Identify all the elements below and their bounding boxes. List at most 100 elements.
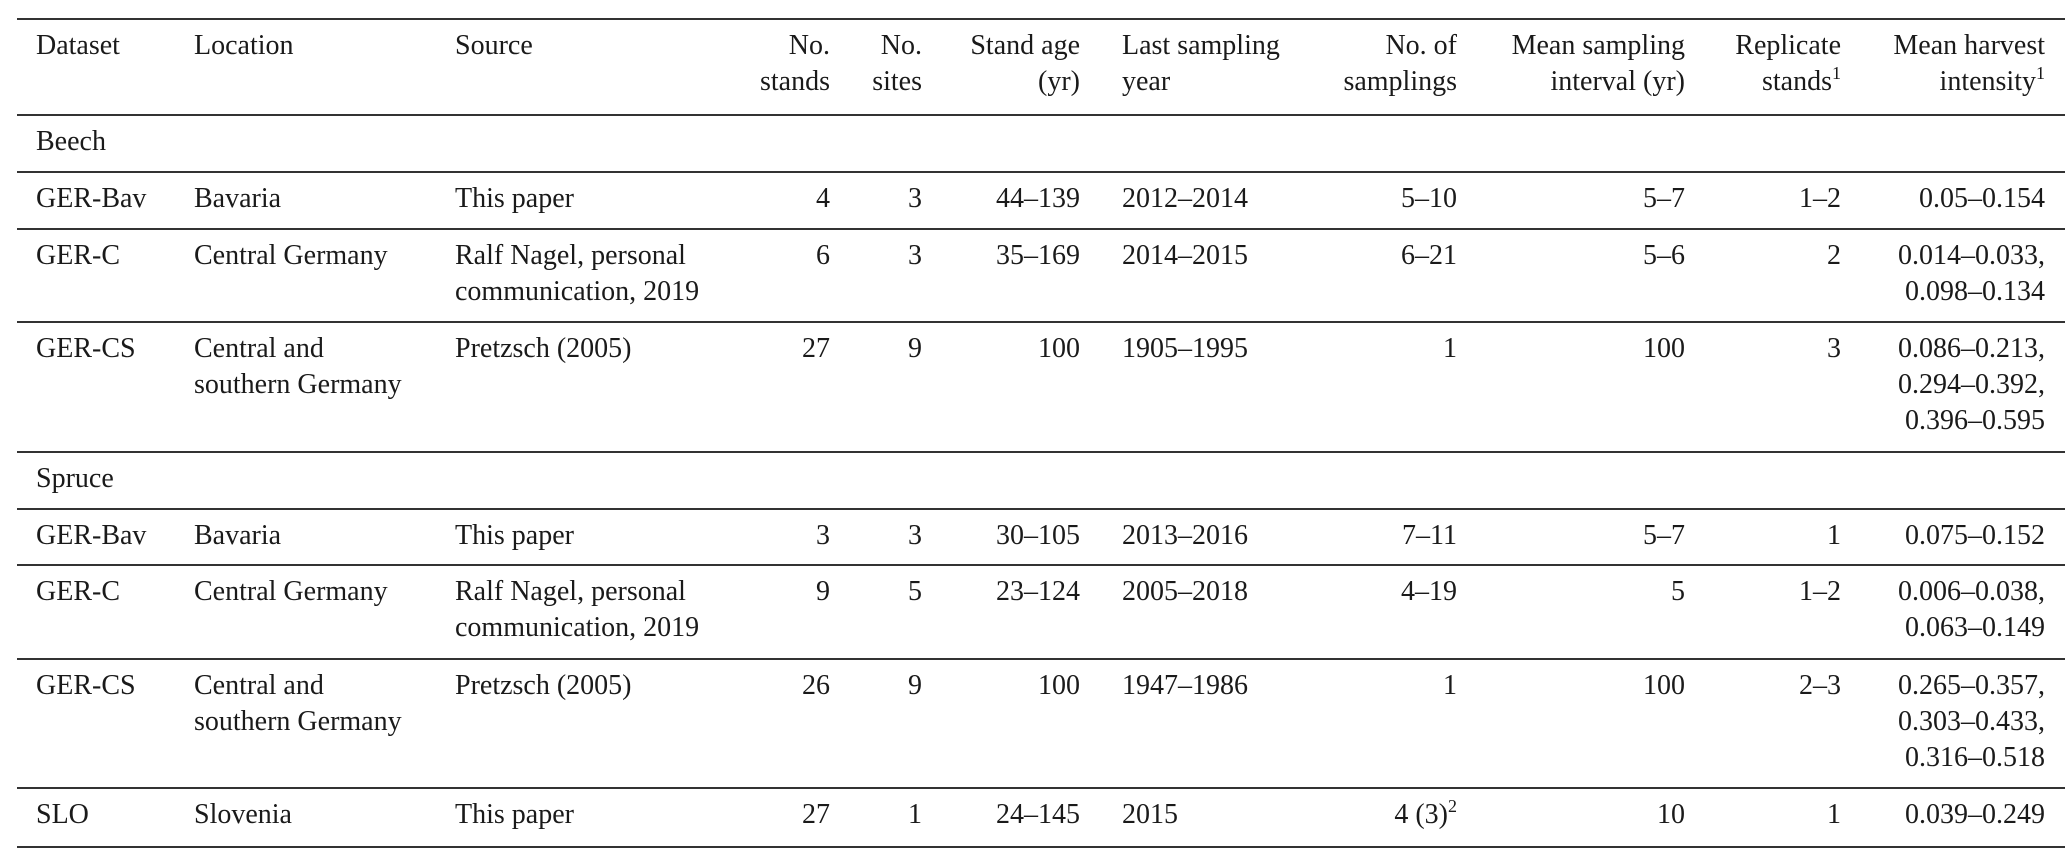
cell-text: year	[1122, 64, 1280, 100]
cell-text: 1–2	[1799, 574, 1841, 610]
cell-text-line: Pretzsch (2005)	[455, 333, 632, 364]
cell-text: Bavaria	[194, 181, 281, 217]
cell-text: 5–7	[1643, 181, 1685, 217]
cell-text: 0.303–0.433,	[1898, 704, 2045, 740]
cell-text: 0.014–0.033,	[1898, 238, 2045, 274]
cell-replicate-stands: 1–2	[1799, 574, 1841, 610]
cell-text-line: GER-Bav	[36, 183, 147, 214]
cell-text: 1	[1827, 518, 1841, 554]
cell-text: No. of	[1343, 28, 1457, 64]
cell-dataset: GER-Bav	[36, 181, 146, 217]
cell-text-line: 3	[908, 240, 922, 271]
cell-text: 0.396–0.595	[1898, 403, 2045, 439]
cell-text-line: Slovenia	[194, 799, 292, 830]
cell-text: Ralf Nagel, personal	[455, 574, 699, 610]
cell-text: interval (yr)	[1512, 64, 1686, 100]
cell-text: intensity1	[1893, 64, 2045, 100]
cell-text-line: 3	[816, 520, 830, 551]
cell-no-samplings: 6–21	[1401, 238, 1457, 274]
cell-text-line: 4	[816, 183, 830, 214]
cell-text-line: 2015	[1122, 799, 1178, 830]
cell-text: 1	[1827, 797, 1841, 833]
cell-text: 5–7	[1643, 518, 1685, 554]
cell-text: Pretzsch (2005)	[455, 668, 632, 704]
cell-text-line: 4 (3)	[1394, 799, 1448, 830]
cell-text-line: 0.294–0.392,	[1898, 369, 2045, 400]
cell-text: Slovenia	[194, 797, 292, 833]
cell-text: 3	[908, 181, 922, 217]
cell-text-line: 6–21	[1401, 240, 1457, 271]
cell-text-line: communication, 2019	[455, 276, 700, 307]
cell-text: 2–3	[1799, 668, 1841, 704]
cell-stand-age: Stand age (yr)	[970, 28, 1080, 100]
cell-mean-sampling-interval: 100	[1643, 331, 1685, 367]
cell-replicate-stands: 1	[1827, 518, 1841, 554]
cell-text: 2012–2014	[1122, 181, 1248, 217]
cell-text: 100	[1643, 668, 1685, 704]
cell-text-line: interval (yr)	[1550, 66, 1686, 97]
cell-replicate-stands: 1	[1827, 797, 1841, 833]
cell-text: Pretzsch (2005)	[455, 331, 632, 367]
cell-mean-sampling-interval: 5–7	[1643, 518, 1685, 554]
cell-text: 1905–1995	[1122, 331, 1248, 367]
section-label: Spruce	[36, 463, 114, 494]
cell-no-stands: 26	[802, 668, 830, 704]
cell-text: 2005–2018	[1122, 574, 1248, 610]
cell-text: Last sampling	[1122, 28, 1280, 64]
cell-text-line: 1	[1443, 670, 1457, 701]
cell-text-line: 1	[1827, 799, 1841, 830]
cell-text-line: 0.303–0.433,	[1898, 706, 2045, 737]
cell-text: Stand age	[970, 28, 1080, 64]
cell-text: 5–10	[1401, 181, 1457, 217]
cell-text-line: 30–105	[996, 520, 1080, 551]
cell-text-line: 2012–2014	[1122, 183, 1248, 214]
cell-text: 3	[1827, 331, 1841, 367]
table-rule	[17, 846, 2065, 848]
cell-mean-sampling-interval: Mean sampling interval (yr)	[1512, 28, 1685, 100]
cell-text: 10	[1657, 797, 1685, 833]
cell-no-stands: 6	[816, 238, 830, 274]
cell-source: This paper	[455, 181, 574, 217]
cell-text-line: No.	[788, 30, 830, 61]
cell-text: GER-CS	[36, 668, 136, 704]
cell-text-line: 1	[1443, 333, 1457, 364]
cell-no-sites: 3	[908, 238, 922, 274]
cell-stand-age: 30–105	[996, 518, 1080, 554]
cell-no-samplings: 1	[1443, 331, 1457, 367]
cell-no-samplings: 1	[1443, 668, 1457, 704]
cell-no-sites: 3	[908, 181, 922, 217]
cell-text: Location	[194, 28, 294, 64]
cell-source: Ralf Nagel, personal communication, 2019	[455, 238, 699, 310]
cell-text: 0.086–0.213,	[1898, 331, 2045, 367]
cell-text: stands	[760, 64, 830, 100]
cell-text-line: 9	[908, 670, 922, 701]
cell-last-sampling-year: 2005–2018	[1122, 574, 1248, 610]
cell-text: 24–145	[996, 797, 1080, 833]
cell-text-line: 1947–1986	[1122, 670, 1248, 701]
cell-text-line: Location	[194, 30, 294, 61]
cell-mean-sampling-interval: 100	[1643, 668, 1685, 704]
cell-location: Bavaria	[194, 518, 281, 554]
cell-text: This paper	[455, 181, 574, 217]
cell-text: Replicate	[1735, 28, 1841, 64]
cell-text-line: Ralf Nagel, personal	[455, 576, 686, 607]
cell-text-line: 3	[908, 183, 922, 214]
cell-location: Slovenia	[194, 797, 292, 833]
footnote-mark: 2	[1448, 796, 1457, 816]
cell-text: 2013–2016	[1122, 518, 1248, 554]
cell-text-line: This paper	[455, 520, 574, 551]
cell-text-line: 1905–1995	[1122, 333, 1248, 364]
cell-text: GER-C	[36, 238, 120, 274]
table-rule	[17, 658, 2065, 660]
cell-no-stands: 3	[816, 518, 830, 554]
cell-text-line: 100	[1038, 333, 1080, 364]
cell-stand-age: 100	[1038, 331, 1080, 367]
cell-dataset: GER-CS	[36, 668, 136, 704]
cell-text: 1947–1986	[1122, 668, 1248, 704]
cell-text-line: 6	[816, 240, 830, 271]
cell-text-line: 5	[908, 576, 922, 607]
cell-text-line: This paper	[455, 799, 574, 830]
cell-text-line: southern Germany	[194, 369, 402, 400]
cell-text: sites	[872, 64, 922, 100]
cell-dataset: SLO	[36, 797, 89, 833]
